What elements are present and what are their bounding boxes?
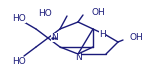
Text: N: N: [75, 54, 81, 62]
Text: OH: OH: [91, 7, 105, 17]
Text: N: N: [51, 33, 58, 42]
Text: HO: HO: [38, 8, 52, 18]
Text: HO: HO: [12, 57, 26, 65]
Text: H: H: [99, 29, 106, 39]
Text: OH: OH: [129, 33, 143, 42]
Text: HO: HO: [12, 14, 26, 22]
